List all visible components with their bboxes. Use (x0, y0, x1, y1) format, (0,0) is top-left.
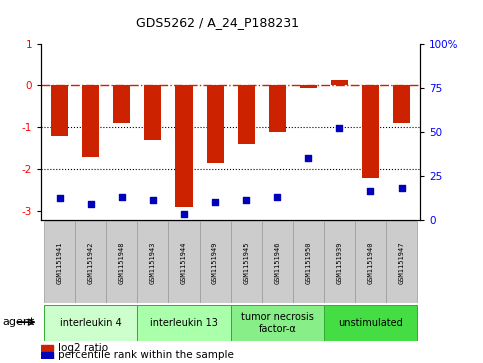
Text: GSM1151946: GSM1151946 (274, 241, 280, 284)
Bar (175, 85, 193, 207)
Text: GSM1151944: GSM1151944 (181, 241, 187, 284)
Text: interleukin 4: interleukin 4 (60, 318, 122, 328)
Text: log2 ratio: log2 ratio (58, 343, 108, 352)
Bar (82, 85, 99, 157)
Text: GSM1151949: GSM1151949 (212, 241, 218, 284)
Bar (331, 81, 348, 85)
Point (118, 194, 126, 200)
Text: unstimulated: unstimulated (338, 318, 403, 328)
Point (242, 197, 250, 203)
Point (398, 185, 405, 191)
Bar (231, 305, 324, 341)
Bar (44, 305, 137, 341)
Text: tumor necrosis
factor-α: tumor necrosis factor-α (241, 312, 313, 334)
Bar (300, 85, 317, 89)
Bar (41, 345, 53, 351)
Bar (386, 221, 417, 303)
Text: GSM1151950: GSM1151950 (305, 241, 312, 284)
Bar (106, 221, 137, 303)
Bar (114, 85, 130, 123)
Bar (51, 85, 68, 136)
Point (56, 196, 64, 201)
Bar (269, 85, 286, 132)
Text: GDS5262 / A_24_P188231: GDS5262 / A_24_P188231 (136, 16, 299, 29)
Bar (137, 221, 169, 303)
Text: GSM1151943: GSM1151943 (150, 241, 156, 284)
Point (367, 188, 374, 194)
Bar (169, 221, 199, 303)
Point (87, 201, 95, 207)
Text: GSM1151947: GSM1151947 (398, 241, 405, 284)
Point (336, 125, 343, 131)
Text: GSM1151942: GSM1151942 (88, 241, 94, 284)
Bar (41, 352, 53, 359)
Text: GSM1151940: GSM1151940 (368, 241, 373, 284)
Text: interleukin 13: interleukin 13 (150, 318, 218, 328)
Text: GSM1151941: GSM1151941 (57, 241, 63, 284)
Bar (199, 221, 231, 303)
Bar (207, 85, 224, 163)
Text: percentile rank within the sample: percentile rank within the sample (58, 350, 234, 360)
Point (180, 211, 188, 217)
Point (304, 155, 312, 161)
Point (273, 194, 281, 200)
Bar (44, 221, 75, 303)
Bar (137, 305, 231, 341)
Point (149, 197, 157, 203)
Bar (144, 85, 161, 140)
Text: agent: agent (2, 317, 35, 327)
Bar (324, 305, 417, 341)
Bar (324, 221, 355, 303)
Bar (262, 221, 293, 303)
Text: GSM1151948: GSM1151948 (119, 241, 125, 284)
Bar (355, 221, 386, 303)
Bar (231, 221, 262, 303)
Text: GSM1151939: GSM1151939 (336, 241, 342, 284)
Bar (75, 221, 106, 303)
Bar (393, 85, 410, 123)
Bar (293, 221, 324, 303)
Point (211, 199, 219, 205)
Text: GSM1151945: GSM1151945 (243, 241, 249, 284)
Bar (362, 85, 379, 178)
Bar (238, 85, 255, 144)
